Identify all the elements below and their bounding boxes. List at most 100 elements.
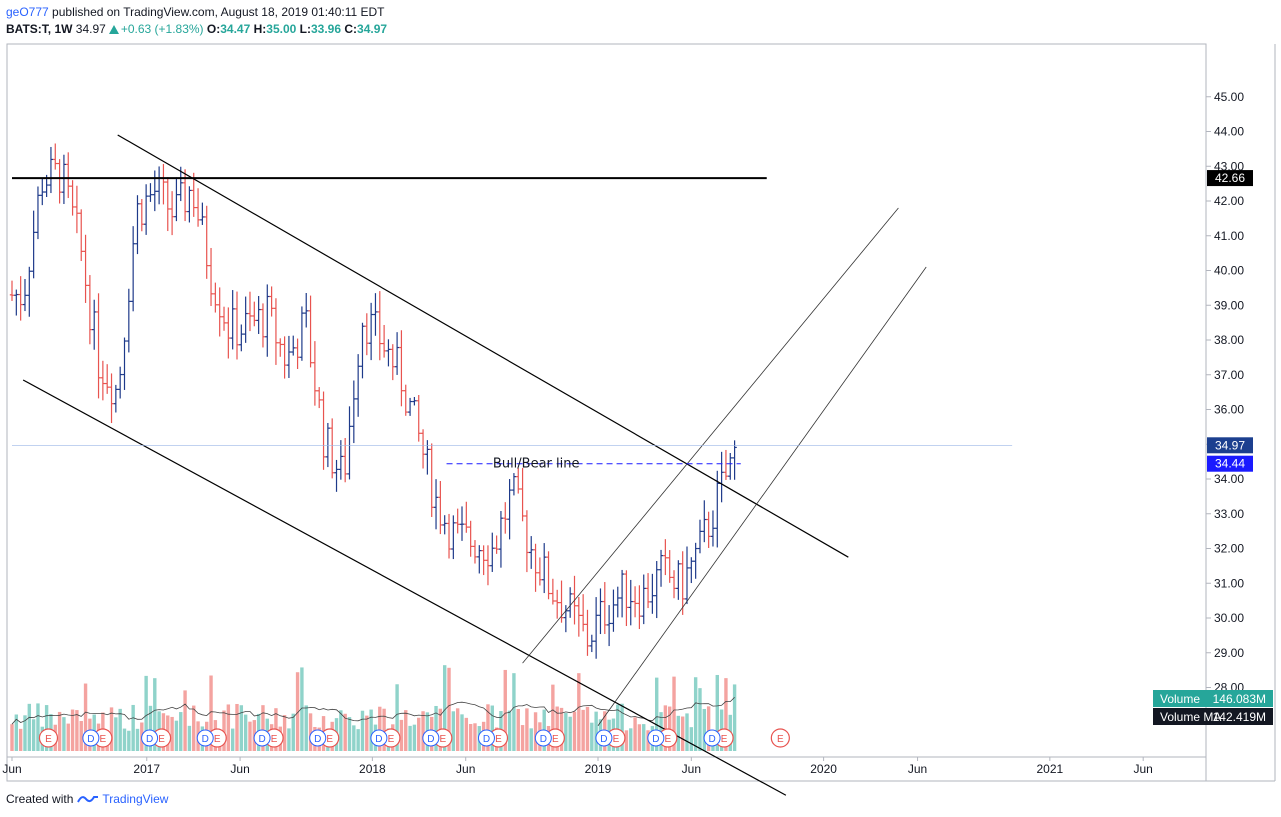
volume-bar — [187, 725, 192, 751]
earnings-marker-label: E — [721, 734, 728, 745]
volume-bar — [174, 720, 179, 751]
volume-bar — [261, 705, 265, 751]
volume-bar — [131, 704, 135, 751]
volume-bar — [642, 724, 646, 751]
time-tick-label: 2020 — [810, 762, 837, 776]
dividend-marker-label: D — [87, 734, 94, 745]
up-arrow-icon — [108, 25, 119, 34]
last-price-badge — [1207, 437, 1253, 454]
volume-bar — [568, 716, 572, 751]
volume-bar — [551, 684, 555, 751]
volume-ma-label: Volume MA — [1160, 710, 1221, 724]
volume-bar — [715, 674, 719, 751]
volume-bar — [122, 728, 127, 751]
volume-bar — [118, 708, 122, 751]
publish-info: geO777 published on TradingView.com, Aug… — [6, 4, 1276, 20]
dividend-marker-label: D — [146, 734, 153, 745]
volume-bar — [732, 684, 737, 751]
volume-bar — [360, 710, 365, 751]
volume-bar — [490, 705, 494, 751]
volume-bar — [153, 678, 157, 751]
volume-bar — [655, 677, 659, 751]
dividend-marker-label: D — [314, 734, 321, 745]
tradingview-logo-icon — [77, 796, 99, 803]
earnings-marker-label: E — [665, 734, 672, 745]
resistance-price-text: 42.66 — [1215, 171, 1245, 185]
volume-bar — [183, 690, 187, 751]
earnings-marker-label: E — [326, 734, 333, 745]
volume-bar — [447, 667, 451, 751]
volume-bar — [282, 715, 287, 751]
volume-bar — [356, 729, 360, 751]
volume-bar — [18, 728, 23, 751]
volume-bar — [347, 717, 352, 751]
volume-bar — [572, 711, 577, 751]
bull-bear-annotation: Bull/Bear line — [493, 457, 580, 472]
dividend-marker-circle — [647, 729, 665, 747]
volume-bar — [672, 676, 676, 751]
volume-bar — [10, 724, 14, 751]
author-link[interactable]: geO777 — [6, 5, 49, 19]
volume-value: 146.083M — [1213, 692, 1266, 706]
volume-bar — [62, 717, 66, 751]
dividend-marker-label: D — [258, 734, 265, 745]
dividend-marker-circle — [253, 729, 271, 747]
low-value: 33.96 — [311, 22, 342, 36]
price-tick-label: 30.00 — [1214, 611, 1244, 625]
dividend-marker-label: D — [375, 734, 382, 745]
volume-bar — [300, 667, 304, 751]
volume-bar — [179, 712, 183, 751]
volume-bar — [287, 728, 291, 751]
last-price: 34.97 — [75, 22, 106, 36]
volume-bar — [503, 669, 507, 751]
earnings-marker-label: E — [552, 734, 559, 745]
volume-bar — [378, 706, 382, 751]
volume-bar — [421, 711, 425, 751]
volume-bar — [170, 716, 174, 751]
earnings-marker-circle — [38, 728, 59, 748]
price-tick-label: 39.00 — [1214, 298, 1244, 312]
volume-bar — [581, 709, 585, 751]
volume-bar — [36, 703, 40, 751]
volume-bar — [637, 724, 642, 751]
volume-bar — [365, 715, 369, 751]
volume-bar — [243, 714, 248, 751]
time-axis[interactable]: Jun 2017 Jun 2018 Jun 2019 Jun 2020 Jun 2021 Jun — [2, 757, 1153, 776]
volume-bar — [460, 714, 464, 751]
volume-bar — [144, 675, 148, 751]
time-tick-label: 2018 — [359, 762, 386, 776]
high-label: H: — [253, 22, 267, 36]
volume-bar — [209, 675, 213, 751]
created-with-text: Created with — [6, 792, 74, 806]
low-label: L: — [299, 22, 311, 36]
trendline-drawings[interactable]: Bull/Bear line — [12, 134, 1013, 796]
volume-bar — [620, 703, 624, 751]
volume-bar — [304, 705, 308, 751]
volume-bar — [533, 712, 538, 751]
symbol-label[interactable]: BATS:T, 1W — [6, 22, 73, 36]
volume-bar — [222, 710, 226, 751]
earnings-marker-label: E — [214, 734, 221, 745]
volume-bar — [464, 717, 469, 751]
earnings-markers[interactable]: E ED ED ED ED ED ED ED ED ED ED ED ED E — [38, 728, 790, 748]
time-tick-label: Jun — [230, 762, 249, 776]
volume-bar — [109, 707, 114, 751]
volume-bar — [577, 673, 581, 751]
volume-bar — [516, 708, 520, 751]
volume-bar — [676, 715, 681, 751]
volume-bar — [417, 717, 421, 751]
volume-bar — [83, 683, 88, 751]
dividend-marker-circle — [82, 729, 100, 747]
volume-bar — [590, 722, 594, 751]
volume-label: Volume — [1160, 692, 1200, 706]
tradingview-link[interactable]: TradingView — [102, 792, 169, 806]
volume-bar — [455, 708, 460, 751]
earnings-marker-label: E — [495, 734, 502, 745]
volume-ma-path — [11, 697, 735, 725]
volume-bar — [486, 704, 490, 751]
volume-bar — [585, 706, 590, 751]
volume-bar — [31, 719, 36, 751]
dividend-marker-circle — [141, 729, 159, 747]
price-tick-label: 36.00 — [1214, 403, 1244, 417]
